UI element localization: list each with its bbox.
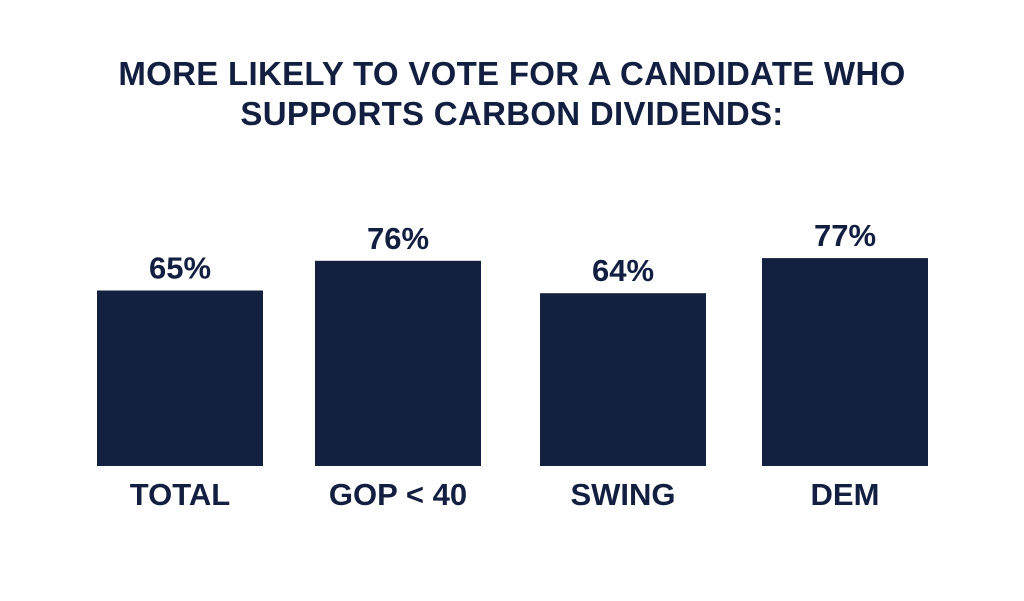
chart-title-line-2: SUPPORTS CARBON DIVIDENDS:: [240, 95, 784, 132]
category-label-3: DEM: [811, 477, 880, 512]
category-label-2: SWING: [570, 477, 675, 512]
chart-title: MORE LIKELY TO VOTE FOR A CANDIDATE WHO …: [0, 54, 1024, 134]
bar-1: [315, 260, 481, 466]
bar-value-label-0: 65%: [149, 251, 211, 286]
bar-2: [540, 293, 706, 466]
chart-title-line-1: MORE LIKELY TO VOTE FOR A CANDIDATE WHO: [118, 55, 906, 92]
bar-0: [97, 290, 263, 466]
bar-value-label-1: 76%: [367, 221, 429, 256]
bar-value-label-3: 77%: [814, 218, 876, 253]
bar-3: [762, 258, 928, 466]
bar-value-label-2: 64%: [592, 253, 654, 288]
category-label-1: GOP < 40: [329, 477, 467, 512]
category-label-0: TOTAL: [130, 477, 230, 512]
